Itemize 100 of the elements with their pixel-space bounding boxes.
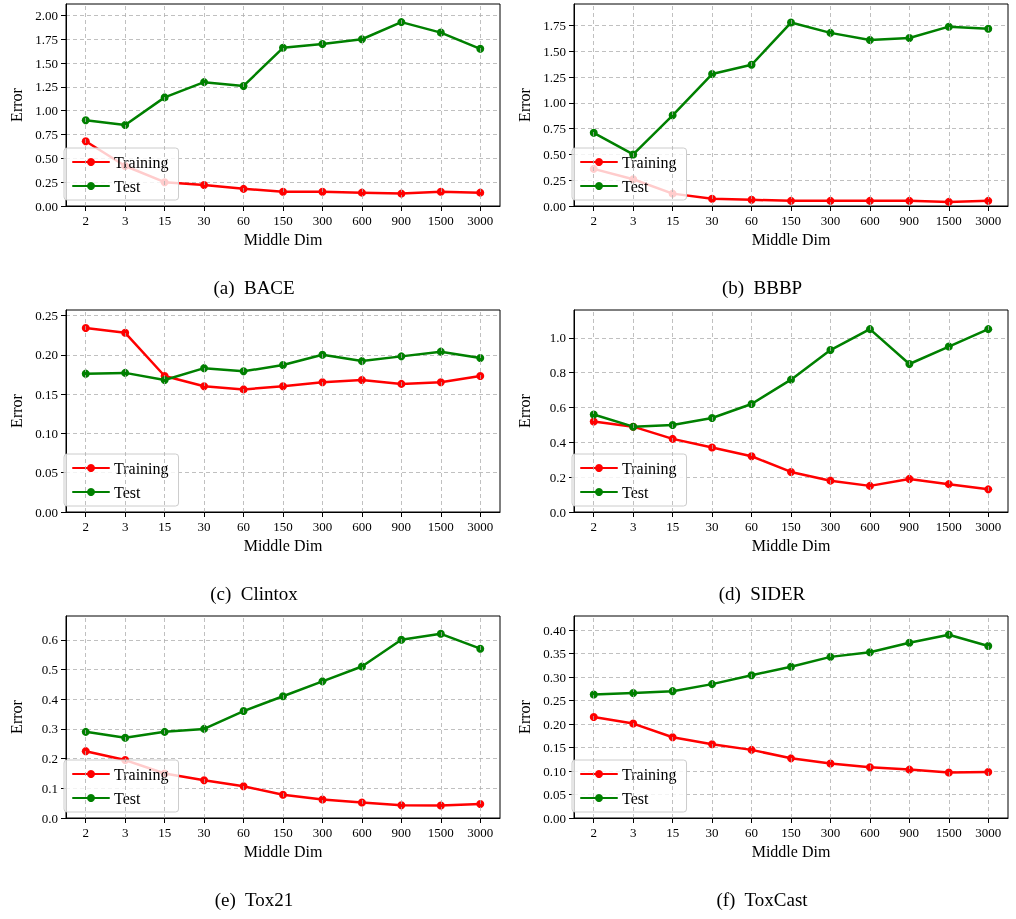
x-tick-label: 3000 (975, 825, 1002, 840)
y-tick-label: 0.10 (35, 425, 58, 441)
y-tick-label: 0.00 (35, 504, 58, 520)
y-tick-label: 0.25 (543, 693, 566, 709)
x-tick-label: 900 (391, 519, 412, 534)
x-tick-label: 150 (273, 519, 293, 534)
x-tick-label: 60 (237, 825, 251, 840)
y-tick-label: 0.2 (549, 469, 566, 485)
x-axis-title: Middle Dim (243, 537, 323, 555)
x-tick-label: 150 (273, 825, 293, 840)
text: (e) Tox21 (214, 889, 294, 911)
y-tick-label: 0.20 (543, 716, 566, 732)
x-tick-label: 2 (82, 825, 89, 840)
legend-label: Test (114, 789, 141, 807)
x-tick-label: 60 (745, 519, 759, 534)
x-tick-label: 1500 (935, 213, 962, 228)
y-axis-title: Error (515, 699, 533, 734)
text: (b) BBBP (721, 277, 803, 299)
x-axis-title: Middle Dim (243, 843, 323, 861)
legend-label: Test (622, 789, 649, 807)
x-tick-label: 600 (860, 825, 880, 840)
text: (d) SIDER (718, 583, 806, 605)
x-tick-label: 3000 (467, 519, 494, 534)
legend-label: Training (622, 765, 677, 784)
legend-label: Training (114, 765, 169, 784)
x-tick-label: 150 (781, 213, 801, 228)
x-axis-title: Middle Dim (751, 537, 831, 555)
x-tick-label: 30 (197, 825, 211, 840)
legend-label: Training (622, 459, 677, 478)
x-tick-label: 30 (705, 825, 719, 840)
y-tick-label: 0.10 (543, 763, 566, 779)
x-tick-label: 60 (237, 213, 251, 228)
x-tick-label: 2 (82, 519, 89, 534)
y-axis-title: Error (7, 87, 25, 122)
x-tick-label: 3 (121, 825, 129, 840)
y-tick-label: 1.25 (35, 79, 58, 95)
y-axis-title: Error (515, 87, 533, 122)
y-tick-label: 0.40 (543, 622, 566, 638)
x-tick-label: 150 (781, 519, 801, 534)
x-tick-label: 1500 (427, 825, 454, 840)
x-tick-label: 600 (352, 519, 372, 534)
x-tick-label: 900 (391, 825, 412, 840)
y-tick-label: 0.50 (35, 150, 58, 166)
y-tick-label: 0.25 (35, 174, 58, 190)
x-tick-label: 3 (629, 825, 637, 840)
y-tick-label: 0.30 (543, 669, 566, 685)
y-tick-label: 1.25 (543, 69, 566, 85)
x-tick-label: 150 (273, 213, 293, 228)
legend-label: Test (114, 177, 141, 195)
legend-label: Training (114, 459, 169, 478)
y-tick-label: 0.8 (549, 365, 566, 381)
x-tick-label: 600 (860, 213, 880, 228)
x-tick-label: 1500 (427, 519, 454, 534)
y-tick-label: 0.00 (543, 810, 566, 826)
y-tick-label: 0.75 (35, 127, 58, 143)
x-tick-label: 900 (899, 519, 920, 534)
x-tick-label: 3000 (467, 213, 494, 228)
y-tick-label: 0.25 (543, 172, 566, 188)
text: (a) BACE (213, 277, 295, 299)
y-tick-label: 0.35 (543, 646, 566, 662)
y-tick-label: 1.00 (35, 103, 58, 119)
y-tick-label: 0.25 (35, 308, 58, 323)
y-axis-title: Error (7, 393, 25, 428)
x-tick-label: 3000 (975, 519, 1002, 534)
x-tick-label: 60 (237, 519, 251, 534)
legend-label: Test (622, 177, 649, 195)
x-tick-label: 1500 (935, 519, 962, 534)
y-tick-label: 0.20 (35, 347, 58, 363)
y-tick-label: 1.00 (543, 95, 566, 111)
y-axis-title: Error (515, 393, 533, 428)
x-tick-label: 1500 (427, 213, 454, 228)
x-tick-label: 15 (158, 213, 172, 228)
x-tick-label: 3000 (975, 213, 1002, 228)
text: (c) Clintox (210, 583, 299, 605)
x-axis-title: Middle Dim (751, 843, 831, 861)
x-tick-label: 900 (899, 213, 920, 228)
x-tick-label: 600 (352, 825, 372, 840)
y-tick-label: 0.05 (543, 787, 566, 803)
x-axis-title: Middle Dim (751, 231, 831, 249)
y-tick-label: 1.0 (549, 330, 566, 346)
y-tick-label: 0.15 (35, 386, 58, 402)
y-tick-label: 0.50 (543, 146, 566, 162)
x-tick-label: 300 (820, 213, 841, 228)
x-tick-label: 3 (121, 213, 129, 228)
y-tick-label: 0.2 (41, 751, 58, 767)
x-tick-label: 600 (860, 519, 880, 534)
x-tick-label: 300 (312, 213, 333, 228)
y-tick-label: 0.05 (35, 465, 58, 481)
x-tick-label: 150 (781, 825, 801, 840)
x-tick-label: 15 (666, 825, 680, 840)
legend-label: Test (114, 483, 141, 501)
x-tick-label: 15 (666, 519, 680, 534)
y-tick-label: 0.75 (543, 121, 566, 137)
y-tick-label: 0.0 (41, 810, 58, 826)
x-tick-label: 600 (352, 213, 372, 228)
x-tick-label: 3 (629, 519, 637, 534)
y-tick-label: 0.4 (41, 691, 59, 707)
x-tick-label: 300 (312, 825, 333, 840)
y-tick-label: 0.0 (549, 504, 566, 520)
y-axis-title: Error (7, 699, 25, 734)
